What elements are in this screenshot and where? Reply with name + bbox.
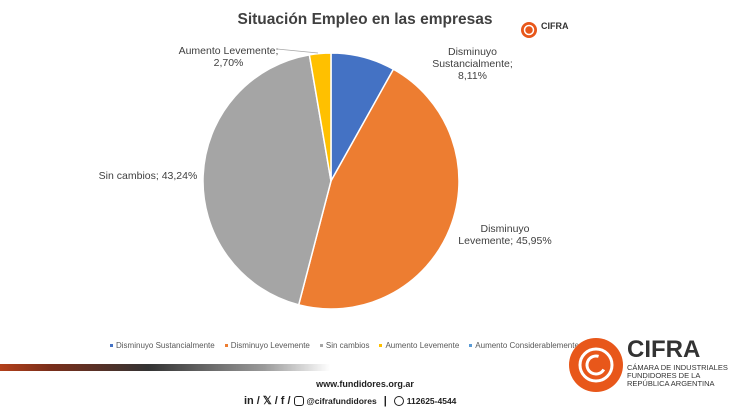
- cifra-mini-logo-icon: [521, 22, 537, 38]
- brand-name: CIFRA: [627, 336, 701, 363]
- label-line: Disminuyo: [447, 46, 497, 58]
- decorative-gradient-bar: [0, 364, 330, 371]
- social-row: in / 𝕏 / f / @cifrafundidores | 112625-4544: [244, 394, 457, 408]
- legend-marker: [224, 344, 228, 348]
- legend-item: Aumento Levemente: [379, 341, 459, 350]
- legend-marker: [110, 344, 113, 348]
- facebook-icon[interactable]: f: [280, 394, 285, 407]
- pie-slice-disminuyo-levemente: [297, 68, 460, 310]
- label-line: Disminuyo: [480, 223, 530, 235]
- label-line: Levemente; 45,95%: [458, 235, 552, 247]
- website-link[interactable]: www.fundidores.org.ar: [316, 379, 414, 389]
- label-disminuyo-levemente: Disminuyo Levemente; 45,95%: [450, 223, 560, 247]
- legend-label: Sin cambios: [325, 341, 370, 350]
- chart-legend: Disminuyo Sustancialmente Disminuyo Levem…: [110, 341, 579, 350]
- label-line: Sustancialmente;: [432, 58, 513, 70]
- legend-label: Aumento Considerablemente: [475, 341, 579, 350]
- legend-item: Sin cambios: [319, 341, 370, 350]
- mini-brand-name: CIFRA: [541, 21, 569, 31]
- chart-title: Situación Empleo en las empresas: [237, 11, 493, 28]
- label-disminuyo-sustancialmente: Disminuyo Sustancialmente; 8,11%: [425, 46, 520, 82]
- legend-label: Disminuyo Levemente: [230, 341, 310, 350]
- cifra-logo-icon: [569, 338, 623, 392]
- instagram-icon[interactable]: [293, 395, 304, 406]
- legend-label: Aumento Levemente: [385, 341, 460, 350]
- brand-line: REPÚBLICA ARGENTINA: [627, 379, 715, 388]
- pie-slice-sin-cambios: [202, 53, 332, 306]
- label-line: 2,70%: [213, 57, 244, 69]
- linkedin-icon[interactable]: in: [244, 394, 254, 407]
- label-sin-cambios: Sin cambios; 43,24%: [98, 170, 198, 182]
- brand-subtitle: CÁMARA DE INDUSTRIALES FUNDIDORES DE LA …: [627, 364, 728, 388]
- legend-marker: [469, 344, 473, 348]
- legend-item: Aumento Considerablemente: [469, 341, 579, 350]
- legend-marker: [319, 344, 323, 348]
- x-icon[interactable]: 𝕏: [262, 395, 272, 407]
- leader-line: [276, 48, 319, 54]
- phone-number: 112625-4544: [406, 395, 457, 406]
- pie-slice-aumento-levemente: [308, 52, 332, 182]
- brand-line: FUNDIDORES DE LA: [627, 371, 701, 380]
- whatsapp-icon: [393, 395, 404, 406]
- label-line: 8,11%: [458, 70, 487, 82]
- legend-item: Disminuyo Sustancialmente: [110, 341, 215, 350]
- legend-item: Disminuyo Levemente: [224, 341, 310, 350]
- social-handle: @cifrafundidores: [306, 395, 377, 406]
- legend-marker: [379, 344, 383, 348]
- legend-label: Disminuyo Sustancialmente: [116, 341, 215, 350]
- label-aumento-levemente: Aumento Levemente; 2,70%: [176, 45, 281, 69]
- label-line: Aumento Levemente;: [178, 45, 279, 57]
- brand-line: CÁMARA DE INDUSTRIALES: [627, 363, 728, 372]
